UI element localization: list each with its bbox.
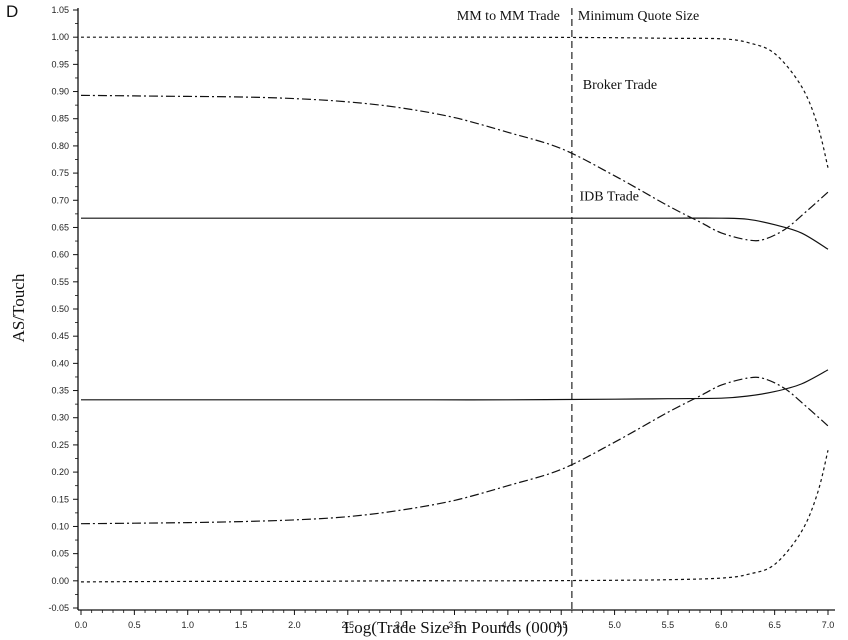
x-ticks: 0.0 0.5 1.0 1.5 2.0 2.5 3.0 3.5 4.0 4.5 5.0 5.5 6.0 6… [75,610,835,630]
x-tick-label: 1.0 [181,620,194,630]
y-tick-label: 0.30 [51,413,69,423]
annotation-right-of-line: Minimum Quote Size [578,9,699,24]
y-tick-label: 0.40 [51,358,69,368]
x-tick-label: 0.5 [128,620,141,630]
y-tick-label: 0.25 [51,440,69,450]
y-tick-label: 0.00 [51,576,69,586]
y-tick-label: 0.10 [51,521,69,531]
series-line-6 [80,450,829,583]
series-line-5 [81,36,829,168]
y-tick-label: 1.00 [51,32,69,42]
x-tick-label: 6.5 [768,620,781,630]
panel-label: D [6,2,19,21]
y-tick-label: 0.45 [51,331,69,341]
x-tick-label: 2.0 [288,620,301,630]
series-annotation: Broker Trade [583,78,657,93]
series-group [80,8,829,610]
y-tick-label: 0.20 [51,467,69,477]
y-tick-label: 0.95 [51,59,69,69]
x-tick-label: 7.0 [822,620,835,630]
series-annotation: IDB Trade [579,189,639,204]
series-line-4 [80,376,829,525]
y-tick-label: 0.15 [51,494,69,504]
x-tick-label: 3.5 [448,620,461,630]
axes [77,8,835,611]
x-tick-label: 5.5 [662,620,675,630]
y-tick-label: -0.05 [48,603,69,613]
y-tick-label: 0.75 [51,168,69,178]
x-tick-label: 5.0 [608,620,621,630]
series-line-3 [80,94,829,242]
x-axis-label: Log(Trade Size in Pounds (000)) [344,618,568,637]
annotation-left-of-line: MM to MM Trade [457,9,560,24]
x-tick-label: 1.5 [235,620,248,630]
y-tick-label: 0.85 [51,114,69,124]
x-tick-label: 3.0 [395,620,408,630]
y-tick-label: 0.05 [51,549,69,559]
series-line-1 [81,217,829,250]
series-line-2 [81,369,829,401]
y-tick-label: 0.80 [51,141,69,151]
y-axis-label: AS/Touch [9,273,28,342]
y-tick-label: 1.05 [51,5,69,15]
y-tick-label: 0.50 [51,304,69,314]
x-tick-label: 6.0 [715,620,728,630]
x-tick-label: 0.0 [75,620,88,630]
annotations: MM to MM Trade Minimum Quote Size Broker T… [457,9,699,204]
x-tick-label: 4.5 [555,620,568,630]
y-tick-label: 0.65 [51,222,69,232]
y-tick-label: 0.60 [51,250,69,260]
y-ticks: -0.05 0.00 0.05 0.10 0.15 0.20 0.25 0.30 0.35 0.4… [48,5,78,613]
y-tick-label: 0.35 [51,386,69,396]
y-tick-label: 0.90 [51,87,69,97]
y-tick-label: 0.70 [51,195,69,205]
x-tick-label: 2.5 [342,620,355,630]
x-tick-label: 4.0 [502,620,515,630]
y-tick-label: 0.55 [51,277,69,287]
